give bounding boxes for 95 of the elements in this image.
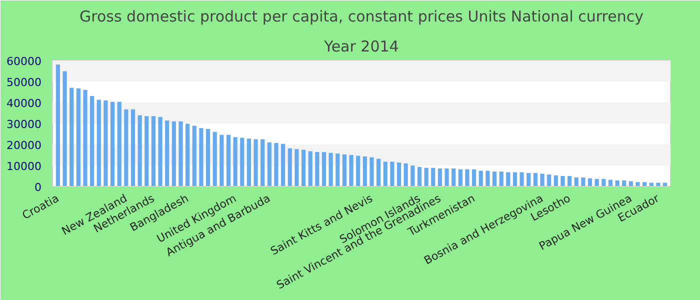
bar <box>649 182 654 186</box>
bar <box>431 168 436 186</box>
bar <box>486 170 490 186</box>
bar <box>76 88 80 186</box>
bar <box>212 132 217 186</box>
bar <box>130 109 136 186</box>
bar <box>526 173 531 186</box>
bar <box>547 174 552 186</box>
bar <box>376 158 381 186</box>
bar <box>574 177 578 186</box>
bar <box>165 120 170 186</box>
bar <box>226 134 231 186</box>
bar <box>117 102 122 186</box>
bar <box>370 157 374 186</box>
bar <box>294 149 299 186</box>
bar <box>199 128 204 186</box>
bar <box>62 71 67 186</box>
bar <box>233 137 238 186</box>
bar <box>458 169 462 186</box>
y-tick-label: 0 <box>34 181 42 194</box>
bar <box>362 156 367 186</box>
bar <box>254 139 258 186</box>
bar <box>110 102 115 186</box>
bar <box>383 162 388 186</box>
bar <box>588 178 592 186</box>
bar <box>322 152 326 186</box>
bar <box>349 155 354 186</box>
y-tick-label: 40000 <box>6 97 42 110</box>
bar <box>301 150 306 186</box>
bar <box>186 124 190 186</box>
bar <box>308 151 312 186</box>
bar <box>90 96 94 186</box>
bar <box>615 180 620 186</box>
bar <box>656 182 660 186</box>
bar <box>636 182 640 186</box>
bar <box>274 143 278 186</box>
bar <box>554 175 558 186</box>
bar <box>158 116 162 186</box>
bar <box>192 126 196 186</box>
y-tick-label: 50000 <box>6 76 42 89</box>
bar <box>472 169 476 186</box>
bar <box>478 170 483 186</box>
bar <box>444 168 449 186</box>
bar <box>104 100 108 186</box>
bar <box>315 152 320 186</box>
bar <box>328 152 333 186</box>
bar <box>70 88 74 186</box>
bar <box>178 121 183 186</box>
bar <box>404 163 408 186</box>
bar <box>138 115 142 186</box>
y-tick-label: 30000 <box>6 118 42 131</box>
bar <box>240 138 244 186</box>
bar <box>560 176 565 186</box>
bar <box>520 172 524 186</box>
bar <box>396 162 402 186</box>
bar <box>56 64 60 186</box>
bar <box>83 90 88 186</box>
y-tick-label: 10000 <box>6 160 42 173</box>
bar <box>124 109 128 186</box>
bar <box>506 172 510 186</box>
bar <box>410 166 415 186</box>
bar <box>281 144 286 186</box>
bar <box>568 176 572 186</box>
bar <box>465 169 470 186</box>
bar <box>540 174 544 186</box>
chart-title: Gross domestic product per capita, constant prices Units National currency <box>80 8 644 26</box>
bar <box>151 116 156 186</box>
bar <box>438 168 442 186</box>
bar <box>581 177 586 186</box>
bar <box>342 154 346 186</box>
bar <box>417 166 422 186</box>
bar <box>246 138 251 186</box>
bar <box>499 172 504 186</box>
bar <box>452 168 456 186</box>
bar <box>533 173 538 186</box>
bar <box>206 128 210 186</box>
y-tick-label: 60000 <box>6 55 42 68</box>
bar <box>144 116 149 186</box>
bar <box>288 148 292 186</box>
bar <box>390 162 394 186</box>
bar <box>356 156 360 186</box>
bar <box>220 134 224 186</box>
bar <box>96 100 101 186</box>
bar <box>336 154 340 186</box>
bar <box>424 168 428 186</box>
bar <box>260 139 265 186</box>
y-tick-label: 20000 <box>6 139 42 152</box>
bar <box>172 121 176 186</box>
bar <box>602 178 606 186</box>
bar <box>512 172 518 186</box>
bar <box>662 182 668 186</box>
bar <box>492 172 497 186</box>
chart-subtitle: Year 2014 <box>323 38 399 56</box>
bar <box>594 178 599 186</box>
bar <box>267 142 272 186</box>
